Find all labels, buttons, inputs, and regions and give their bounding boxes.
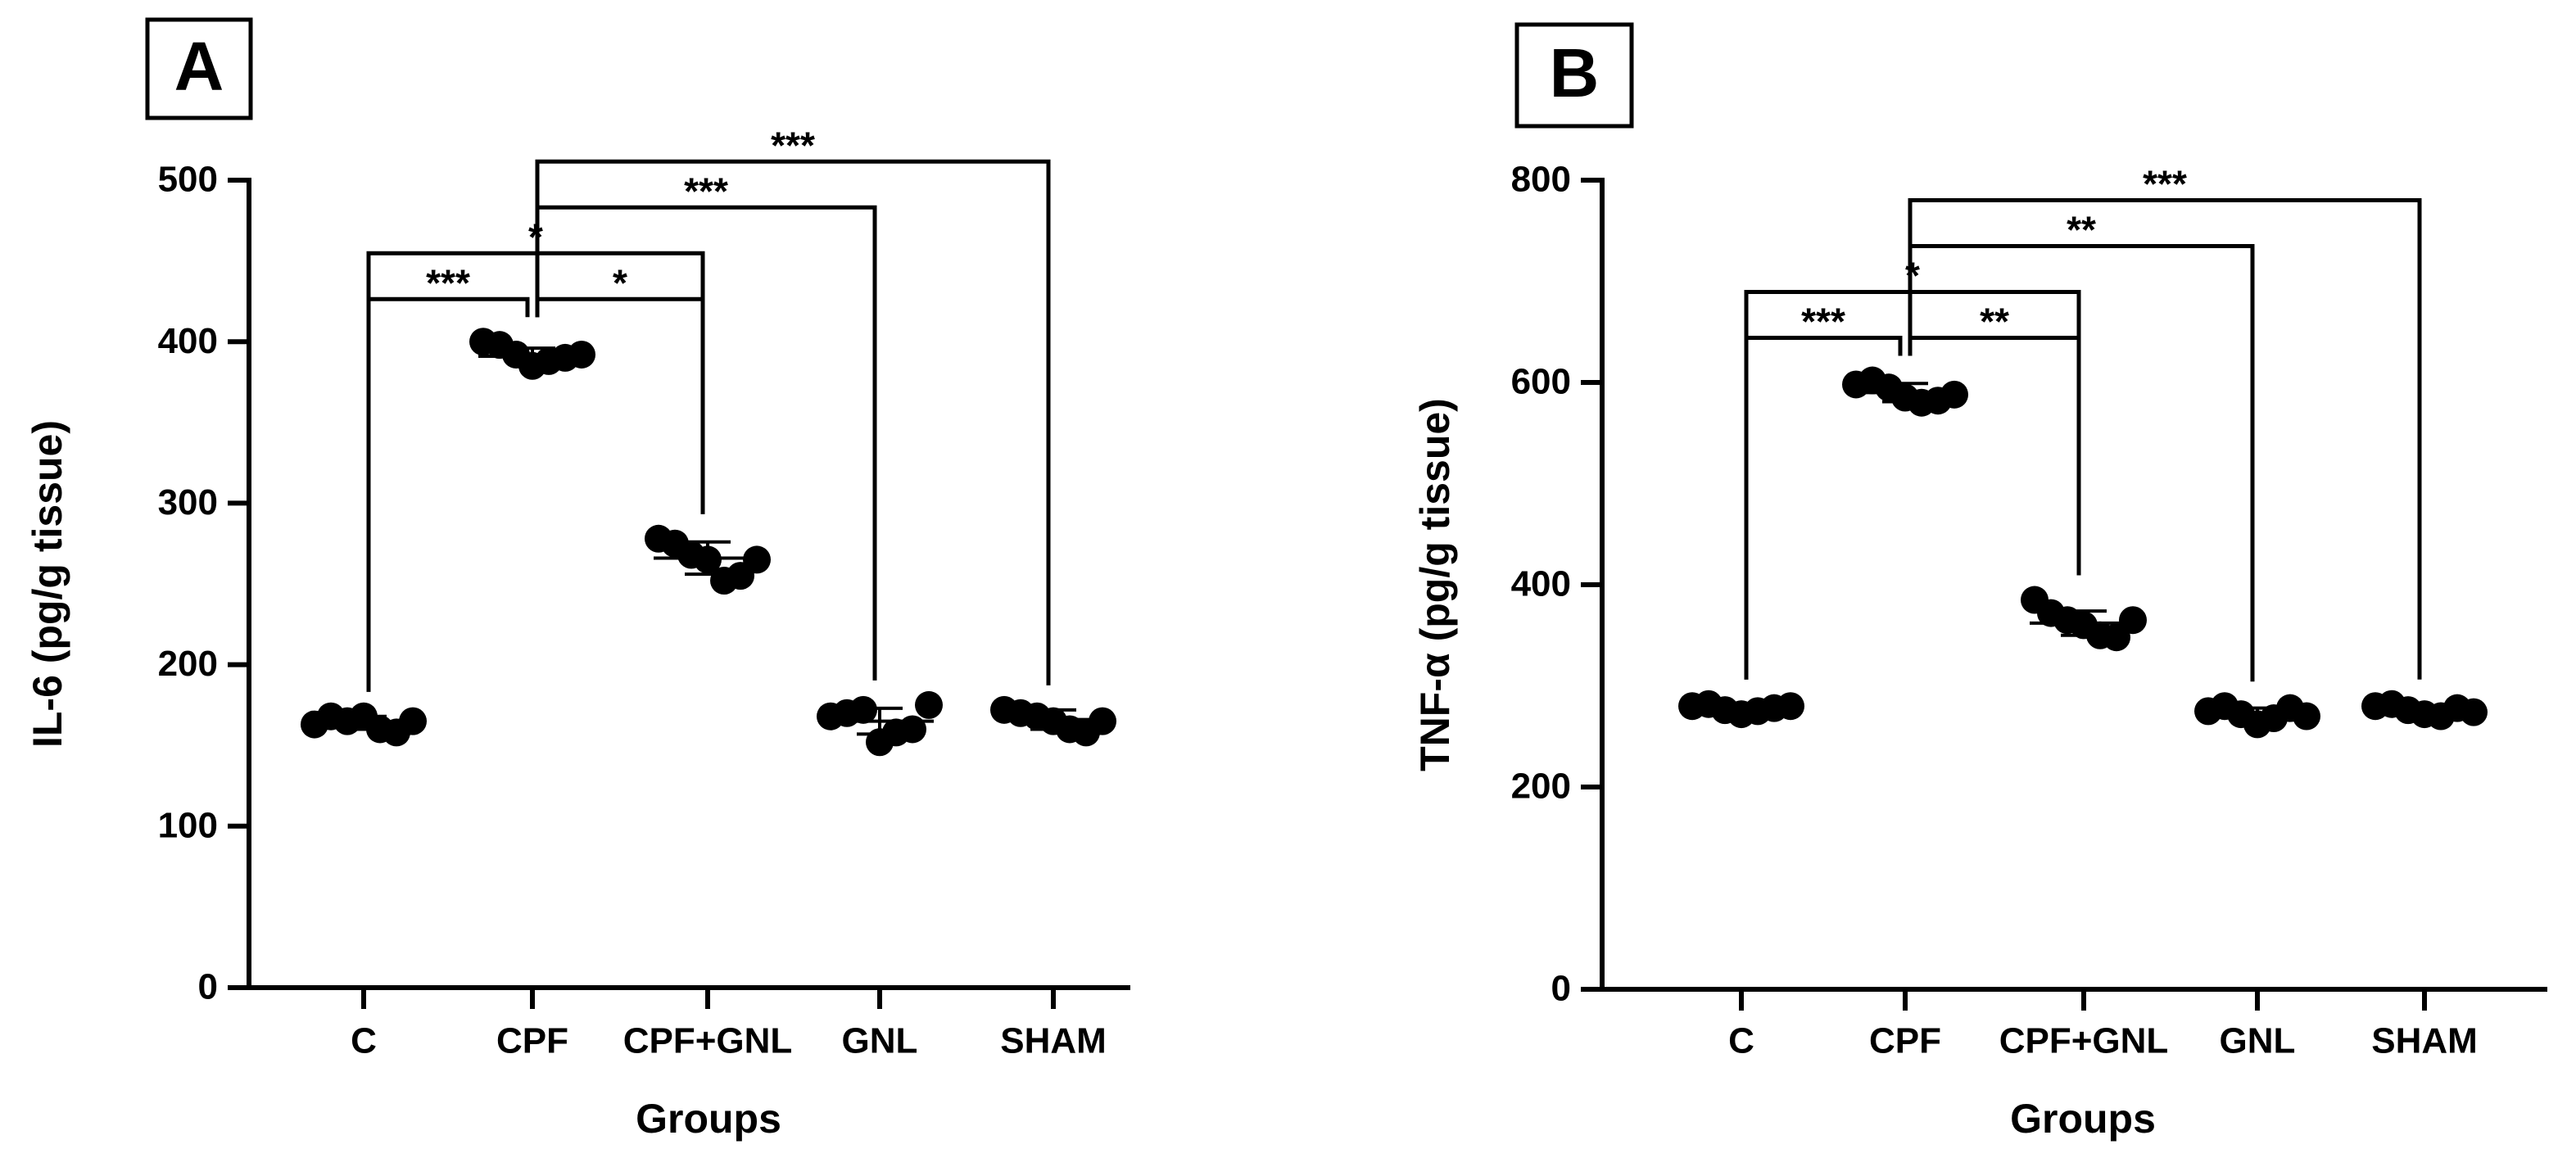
y-tick-label: 300 bbox=[158, 482, 218, 522]
significance-bracket bbox=[1908, 198, 2422, 680]
error-bar bbox=[685, 540, 731, 577]
y-axis-label: IL-6 (pg/g tissue) bbox=[25, 420, 70, 748]
error-bar bbox=[2061, 609, 2107, 637]
x-tick-label: CPF bbox=[1869, 1021, 1941, 1061]
panel-label-box bbox=[145, 17, 253, 120]
panel-label: B bbox=[1550, 34, 1600, 111]
x-tick-label: SHAM bbox=[1000, 1021, 1107, 1061]
x-tick-label: GNL bbox=[842, 1021, 918, 1061]
significance-bracket bbox=[535, 296, 705, 514]
significance-bracket bbox=[1908, 336, 2081, 576]
significance-bracket bbox=[366, 251, 705, 692]
significance-label: ** bbox=[1980, 301, 2009, 343]
error-bar bbox=[509, 346, 555, 366]
x-tick-label: C bbox=[351, 1021, 377, 1061]
significance-label: *** bbox=[684, 170, 728, 212]
panel-label: A bbox=[174, 28, 224, 105]
x-axis-label: Groups bbox=[636, 1096, 781, 1142]
y-tick-label: 600 bbox=[1511, 362, 1571, 402]
significance-label: * bbox=[1905, 255, 1920, 297]
y-tick-label: 200 bbox=[1511, 767, 1571, 807]
data-point bbox=[1940, 380, 1968, 409]
x-tick-label: CPF+GNL bbox=[623, 1021, 793, 1061]
significance-label: *** bbox=[2143, 163, 2187, 206]
significance-label: * bbox=[613, 261, 627, 304]
data-point bbox=[2293, 702, 2320, 731]
y-tick-label: 400 bbox=[158, 321, 218, 361]
significance-label: *** bbox=[771, 124, 815, 166]
error-bar bbox=[1718, 702, 1764, 714]
error-bar bbox=[857, 706, 903, 736]
x-axis-label: Groups bbox=[2010, 1096, 2156, 1142]
significance-bracket bbox=[535, 159, 1051, 685]
data-point bbox=[2460, 698, 2488, 726]
data-point bbox=[915, 690, 943, 719]
error-bar bbox=[1882, 382, 1928, 404]
y-axis-label: TNF-α (pg/g tissue) bbox=[1412, 398, 1458, 771]
error-bar bbox=[1030, 708, 1076, 731]
x-tick-label: C bbox=[1728, 1021, 1754, 1061]
significance-bracket bbox=[535, 205, 877, 681]
significance-label: *** bbox=[1801, 301, 1845, 343]
significance-label: *** bbox=[426, 261, 470, 304]
x-tick-label: CPF+GNL bbox=[1999, 1021, 2169, 1061]
error-bar bbox=[2234, 706, 2280, 722]
y-tick-label: 200 bbox=[158, 644, 218, 684]
x-tick-label: GNL bbox=[2220, 1021, 2296, 1061]
data-point bbox=[1777, 692, 1804, 721]
panel-label-box bbox=[1514, 22, 1634, 129]
y-tick-label: 500 bbox=[158, 160, 218, 200]
y-tick-label: 0 bbox=[1551, 969, 1571, 1009]
error-bar bbox=[2402, 704, 2447, 717]
y-tick-label: 800 bbox=[1511, 160, 1571, 200]
y-tick-label: 100 bbox=[158, 805, 218, 845]
significance-label: ** bbox=[2067, 209, 2096, 251]
data-point bbox=[899, 715, 926, 744]
y-tick-label: 0 bbox=[198, 967, 218, 1007]
y-tick-label: 400 bbox=[1511, 564, 1571, 604]
x-tick-label: CPF bbox=[496, 1021, 568, 1061]
data-point bbox=[2119, 606, 2147, 635]
error-bar bbox=[341, 714, 387, 731]
significance-bracket bbox=[1744, 290, 2081, 680]
x-tick-label: SHAM bbox=[2371, 1021, 2478, 1061]
